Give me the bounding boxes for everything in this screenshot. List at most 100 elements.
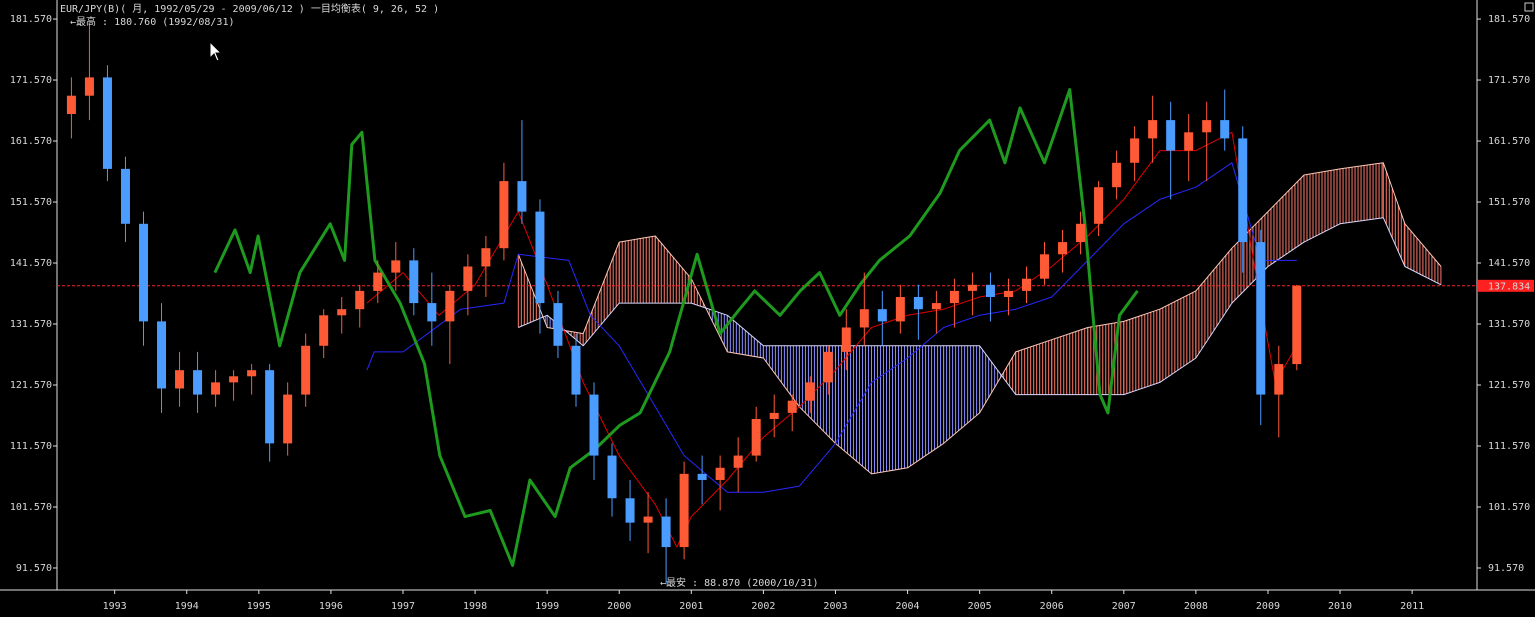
candle-body xyxy=(1112,162,1122,188)
x-tick-label: 2011 xyxy=(1400,601,1424,612)
candle-body xyxy=(643,516,653,523)
candle-body xyxy=(391,260,401,273)
candle-body xyxy=(661,516,671,548)
candle-body xyxy=(84,77,94,96)
y-tick-label-right: 171.570 xyxy=(1488,75,1530,86)
candle-body xyxy=(733,455,743,468)
x-tick-label: 2004 xyxy=(896,601,920,612)
span-a-line xyxy=(517,162,1442,475)
low-annotation: ←最安 : 88.870 (2000/10/31) xyxy=(660,576,818,589)
candle-body xyxy=(120,168,130,224)
candle-body xyxy=(769,412,779,419)
y-tick-label: 111.570 xyxy=(10,441,52,452)
y-tick-label-right: 91.570 xyxy=(1488,563,1524,574)
candle-body xyxy=(949,290,959,304)
candle-body xyxy=(1076,223,1086,243)
x-tick-label: 2003 xyxy=(823,601,847,612)
y-tick-label-right: 131.570 xyxy=(1488,319,1530,330)
candle-body xyxy=(931,303,941,310)
candle-body xyxy=(319,315,329,346)
last-price-box xyxy=(1478,279,1534,292)
candle-body xyxy=(1292,285,1302,365)
candle-body xyxy=(625,498,635,523)
candle-body xyxy=(553,303,563,346)
candle-body xyxy=(337,309,347,316)
candle-body xyxy=(1094,187,1104,224)
high-annotation: ←最高 : 180.760 (1992/08/31) xyxy=(70,15,235,28)
corner-button[interactable] xyxy=(1524,2,1534,12)
candle-body xyxy=(985,284,995,297)
candle-body xyxy=(751,418,761,456)
candle-body xyxy=(355,290,365,310)
candle-body xyxy=(787,400,797,413)
y-tick-label: 121.570 xyxy=(10,380,52,391)
candle-body xyxy=(607,455,617,499)
y-tick-label: 101.570 xyxy=(10,502,52,513)
candle-body xyxy=(805,382,815,401)
y-tick-label: 161.570 xyxy=(10,136,52,147)
candle-body xyxy=(1202,120,1212,133)
x-tick-label: 1993 xyxy=(103,601,127,612)
x-tick-label: 1996 xyxy=(319,601,343,612)
y-tick-label-right: 161.570 xyxy=(1488,136,1530,147)
candle-body xyxy=(247,370,257,377)
candle-body xyxy=(841,327,851,352)
candle-body xyxy=(697,473,707,480)
y-tick-label: 131.570 xyxy=(10,319,52,330)
candle-body xyxy=(1274,364,1284,395)
candle-body xyxy=(571,345,581,395)
x-tick-label: 1999 xyxy=(535,601,559,612)
candle-body xyxy=(1238,138,1248,243)
y-tick-label-right: 121.570 xyxy=(1488,380,1530,391)
candle-body xyxy=(823,351,833,383)
y-tick-label-right: 151.570 xyxy=(1488,197,1530,208)
x-tick-label: 1994 xyxy=(175,601,199,612)
cloud-layer xyxy=(517,162,1442,475)
candle-body xyxy=(175,370,185,389)
x-tick-label: 2007 xyxy=(1112,601,1136,612)
candle-body xyxy=(157,321,167,389)
x-tick-label: 2001 xyxy=(679,601,703,612)
candle-body xyxy=(535,211,545,304)
candle-body xyxy=(102,77,112,169)
candle-body xyxy=(967,284,977,291)
chart-title: EUR/JPY(B)( 月, 1992/05/29 - 2009/06/12 )… xyxy=(60,2,439,15)
x-tick-label: 2006 xyxy=(1040,601,1064,612)
candle-body xyxy=(1003,290,1013,297)
candle-body xyxy=(66,95,76,115)
candle-body xyxy=(1148,120,1158,139)
x-tick-label: 2005 xyxy=(968,601,992,612)
indicator-line xyxy=(213,88,1139,567)
x-tick-label: 2009 xyxy=(1256,601,1280,612)
y-tick-label-right: 101.570 xyxy=(1488,502,1530,513)
candle-body xyxy=(481,248,491,267)
last-price-label: 137.834 xyxy=(1488,281,1530,292)
candle-body xyxy=(283,394,293,444)
y-tick-label-right: 111.570 xyxy=(1488,441,1530,452)
candle-body xyxy=(1130,138,1140,163)
candle-body xyxy=(895,296,905,322)
y-tick-label-right: 181.570 xyxy=(1488,14,1530,25)
candle-body xyxy=(715,467,725,480)
y-tick-label: 141.570 xyxy=(10,258,52,269)
candle-body xyxy=(211,382,221,395)
candle-body xyxy=(859,309,869,328)
candle-body xyxy=(463,266,473,291)
candle-body xyxy=(1184,132,1194,151)
candle-body xyxy=(913,296,923,310)
mouse-cursor xyxy=(209,40,223,62)
span-b-line xyxy=(518,217,1442,396)
indicator-line xyxy=(366,162,1297,493)
x-tick-label: 2010 xyxy=(1328,601,1352,612)
candle-body xyxy=(1021,278,1031,291)
candle-layer xyxy=(66,23,1302,585)
candle-body xyxy=(427,303,437,322)
candle-body xyxy=(409,260,419,304)
candle-body xyxy=(589,394,599,456)
candle-body xyxy=(1256,242,1266,395)
candle-body xyxy=(679,473,689,548)
y-tick-label: 181.570 xyxy=(10,14,52,25)
candle-body xyxy=(229,376,239,383)
